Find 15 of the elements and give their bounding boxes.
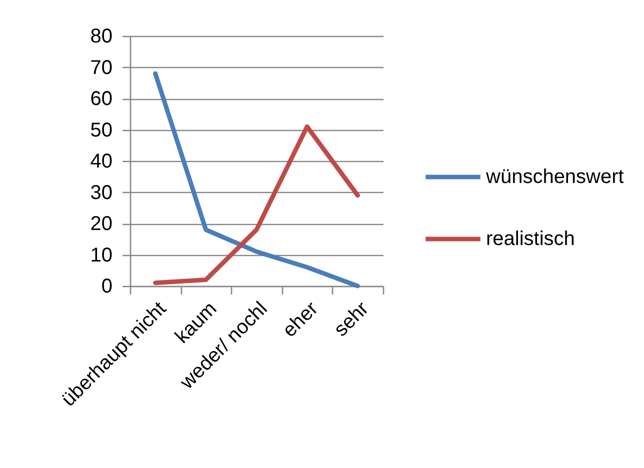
y-tick-label: 50 <box>90 119 112 142</box>
y-tick-label: 80 <box>90 26 112 48</box>
y-tick-label: 70 <box>90 56 112 79</box>
y-tick-label: 40 <box>90 150 112 172</box>
y-tick-label: 20 <box>90 213 112 235</box>
legend-label: realistisch <box>486 228 575 250</box>
line-series <box>153 124 360 286</box>
legend-label: wünschenswert <box>485 166 624 188</box>
y-tick-label: 60 <box>90 88 112 110</box>
x-tick-label: eher <box>278 298 323 342</box>
y-tick-label: 0 <box>101 276 112 298</box>
y-tick-label: 30 <box>90 182 112 204</box>
x-tick-label: sehr <box>330 298 374 341</box>
line-series <box>153 71 360 288</box>
y-tick-label: 10 <box>90 244 112 266</box>
